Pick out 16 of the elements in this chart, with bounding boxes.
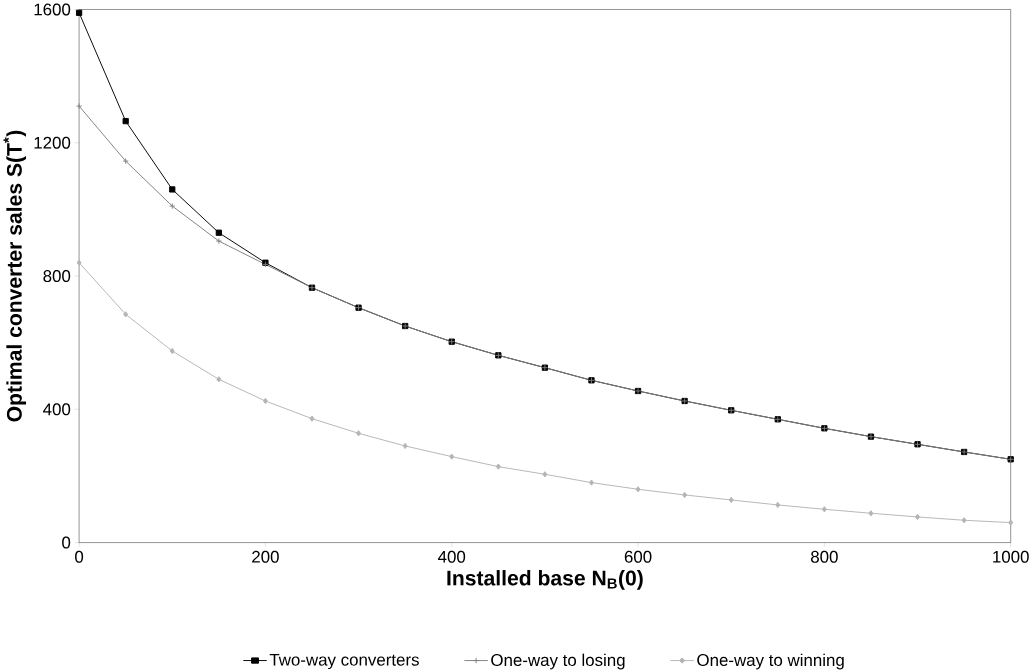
y-tick-label: 400 [43, 403, 71, 416]
x-tick-label: 200 [252, 550, 279, 563]
y-tick-label: 1600 [34, 3, 71, 16]
y-tick-label: 0 [62, 536, 71, 549]
y-axis-title: Optimal converter sales S(T$^{*}$) [3, 130, 27, 422]
legend-label: Two-way converters [269, 654, 419, 670]
y-tick-label: 800 [43, 270, 71, 283]
x-axis-title: Installed base N$_{B}$(0) [447, 570, 643, 590]
y-tick-label: 1200 [34, 136, 71, 149]
x-tick-label: 600 [624, 550, 652, 563]
x-tick-label: 400 [438, 550, 466, 563]
x-tick-label: 0 [75, 550, 84, 563]
x-tick-label: 800 [811, 550, 838, 563]
legend-label: One-way to losing [491, 653, 625, 670]
legend-label: One-way to winning [697, 653, 844, 670]
x-tick-label: 1000 [993, 550, 1029, 563]
